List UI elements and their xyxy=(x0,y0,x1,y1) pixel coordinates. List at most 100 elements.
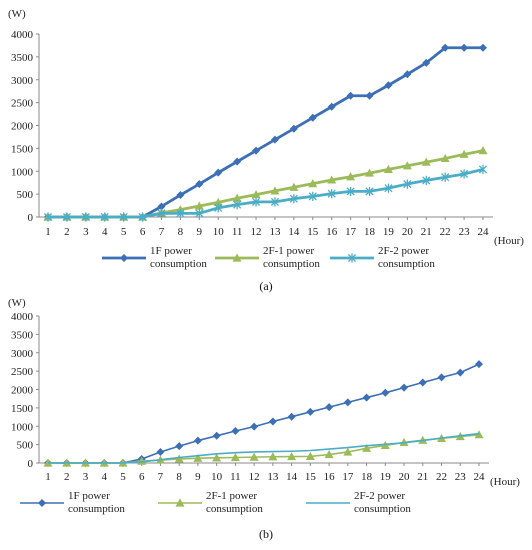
x-tick-label: 10 xyxy=(211,471,223,483)
star-marker xyxy=(233,200,242,210)
legend-label: consumption xyxy=(263,258,320,270)
triangle-marker xyxy=(362,443,372,452)
x-tick-label: 17 xyxy=(345,226,357,238)
diamond-marker xyxy=(343,398,352,407)
x-tick-label: 20 xyxy=(402,226,414,238)
chart-caption: (a) xyxy=(259,279,272,293)
x-tick-label: 16 xyxy=(326,226,338,238)
star-marker xyxy=(327,189,336,199)
series-1 xyxy=(44,43,487,221)
star-marker xyxy=(308,191,317,202)
x-tick-label: 21 xyxy=(417,471,428,483)
legend-label: consumption xyxy=(68,503,125,515)
star-marker xyxy=(289,194,298,204)
series-2 xyxy=(43,430,484,467)
y-tick-label: 2500 xyxy=(11,98,34,110)
x-tick-label: 14 xyxy=(288,226,300,238)
legend-label: 1F power xyxy=(68,490,110,502)
legend-label: 1F power xyxy=(150,245,192,257)
diamond-marker xyxy=(270,135,279,144)
x-tick-label: 2 xyxy=(64,471,70,483)
x-unit-label: (Hour) xyxy=(490,476,520,488)
series-line xyxy=(48,149,484,219)
legend-label: consumption xyxy=(150,258,207,270)
triangle-marker xyxy=(308,179,318,188)
star-marker xyxy=(195,208,204,218)
x-tick-label: 13 xyxy=(267,471,279,483)
series-2 xyxy=(43,146,488,221)
diamond-marker xyxy=(195,180,204,189)
x-tick-label: 22 xyxy=(436,471,447,483)
x-tick-label: 7 xyxy=(158,471,164,483)
x-tick-label: 9 xyxy=(195,471,201,483)
triangle-marker xyxy=(289,182,299,191)
x-tick-label: 11 xyxy=(230,471,241,483)
y-tick-label: 0 xyxy=(28,458,34,470)
x-tick-label: 13 xyxy=(269,226,281,238)
diamond-marker xyxy=(176,191,185,200)
x-tick-label: 15 xyxy=(305,471,317,483)
diamond-marker xyxy=(418,378,427,387)
x-tick-label: 4 xyxy=(101,471,107,483)
y-tick-label: 1500 xyxy=(11,403,34,415)
star-marker xyxy=(214,203,223,213)
x-tick-label: 18 xyxy=(361,471,373,483)
legend-label: 2F-1 power xyxy=(263,245,314,257)
legend-label: 2F-2 power xyxy=(378,245,429,257)
star-marker xyxy=(270,197,280,207)
star-marker xyxy=(403,179,412,189)
diamond-marker xyxy=(308,113,317,122)
diamond-marker xyxy=(231,427,240,436)
legend-label: 2F-2 power xyxy=(354,490,405,502)
series-line xyxy=(48,363,480,464)
triangle-marker xyxy=(270,186,280,195)
triangle-marker xyxy=(421,157,431,166)
triangle-marker xyxy=(194,201,204,210)
y-tick-label: 3000 xyxy=(11,75,34,87)
triangle-marker xyxy=(175,498,185,507)
star-marker xyxy=(157,208,166,218)
diamond-marker xyxy=(403,70,412,79)
triangle-marker xyxy=(193,453,203,462)
star-marker xyxy=(347,253,357,263)
series-line xyxy=(48,168,484,219)
triangle-marker xyxy=(174,454,184,463)
x-tick-label: 20 xyxy=(399,471,411,483)
y-tick-label: 1000 xyxy=(11,421,34,433)
diamond-marker xyxy=(400,383,409,392)
chart-a: (W) (Hour) (a) 0 500 1000 1500 2000 2500 3000 3… xyxy=(8,8,524,293)
x-tick-label: 5 xyxy=(121,226,127,238)
x-unit-label: (Hour) xyxy=(494,235,524,247)
legend-label: consumption xyxy=(354,503,411,515)
diamond-marker xyxy=(479,43,487,52)
x-tick-label: 12 xyxy=(251,226,262,238)
diamond-marker xyxy=(175,442,184,451)
triangle-marker xyxy=(249,452,259,461)
star-marker xyxy=(176,208,185,218)
x-tick-label: 18 xyxy=(364,226,376,238)
y-unit-label: (W) xyxy=(8,8,26,20)
triangle-marker xyxy=(459,149,469,158)
diamond-marker xyxy=(212,431,221,440)
y-tick-label: 500 xyxy=(17,189,34,201)
x-tick-label: 24 xyxy=(478,226,490,238)
diamond-marker xyxy=(475,360,483,369)
series-3 xyxy=(43,164,488,222)
y-tick-label: 4000 xyxy=(11,29,34,41)
y-tick-label: 0 xyxy=(28,212,34,224)
triangle-marker xyxy=(287,452,297,461)
diamond-marker xyxy=(325,403,334,412)
star-marker xyxy=(119,212,128,222)
x-tick-label: 16 xyxy=(324,471,336,483)
star-marker xyxy=(422,175,431,185)
x-tick-label: 5 xyxy=(120,471,126,483)
star-marker xyxy=(478,164,488,175)
triangle-marker xyxy=(383,164,393,174)
diamond-marker xyxy=(156,447,165,456)
star-marker xyxy=(100,212,109,222)
